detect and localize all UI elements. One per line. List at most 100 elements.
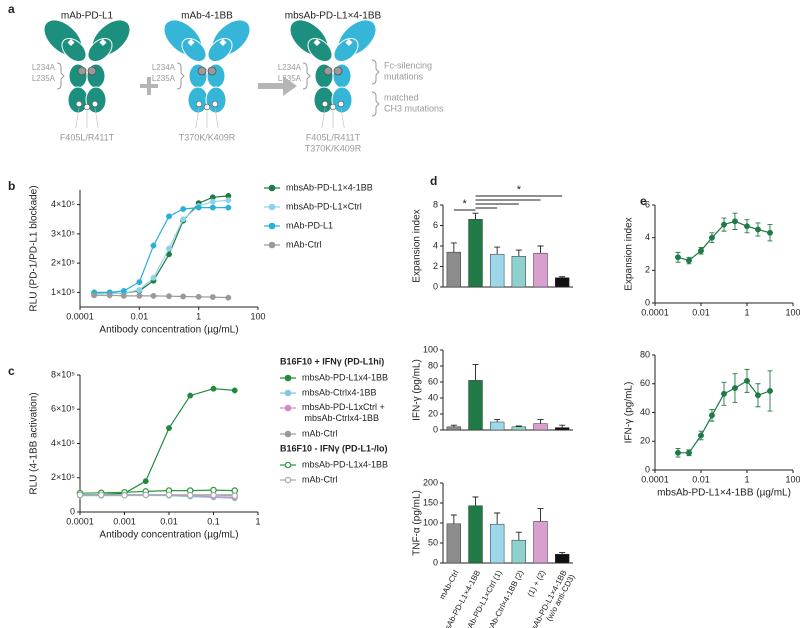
y-tick-label: 20 (428, 408, 438, 418)
y-tick-label: 1×10⁵ (51, 287, 75, 297)
ch3-site (195, 100, 203, 108)
y-tick-label: 100 (423, 344, 438, 354)
arrow (258, 76, 297, 96)
legend-group-title: B16F10 + IFNγ (PD-L1hi) (280, 356, 384, 366)
y-tick-label: 20 (640, 436, 650, 446)
legend-label: mAb-Ctrl (302, 474, 338, 484)
data-point (165, 491, 173, 499)
y-axis-label: Expansion index (624, 217, 635, 290)
data-point (120, 292, 127, 299)
data-point (231, 387, 238, 394)
data-point (686, 257, 692, 264)
y-tick-label: 6 (645, 199, 650, 209)
significance-star: * (463, 198, 468, 210)
ch3-pointer (195, 107, 200, 129)
ch3-site (91, 100, 99, 108)
legend-label: mbsAb-PD-L1xCtrl + mbsAb-Ctrlx4-1BB (302, 402, 385, 423)
data-point (91, 292, 98, 299)
legend-marker (284, 461, 292, 469)
y-axis-label: TNF-α (pg/mL) (412, 490, 423, 556)
data-point (180, 206, 187, 212)
panel-label: e (640, 194, 647, 208)
data-point (744, 223, 750, 230)
bar (533, 423, 548, 431)
fab-link (187, 38, 195, 47)
data-point (209, 204, 216, 211)
y-tick-label: 0 (645, 297, 650, 307)
mutation-site (197, 66, 207, 76)
data-point (209, 198, 216, 205)
fab-light (87, 37, 113, 63)
legend-marker (284, 430, 292, 438)
y-tick-label: 8 (433, 199, 438, 209)
y-tick-label: 100 (423, 517, 438, 527)
ch3-pointer (340, 107, 345, 129)
data-point (709, 412, 715, 419)
x-tick-label: 0.01 (160, 516, 178, 526)
y-tick-label: 80 (428, 360, 438, 370)
data-point (225, 294, 232, 301)
x-axis-label: Antibody concentration (µg/mL) (99, 530, 238, 541)
y-tick-label: 4×10⁵ (51, 438, 75, 448)
fab-light (333, 37, 359, 63)
data-point (166, 293, 172, 300)
data-point (675, 254, 681, 261)
y-axis-label: IFN-γ (pg/mL) (624, 382, 635, 444)
x-tick-label: mAb-Ctrl (438, 569, 461, 601)
bar (468, 505, 483, 564)
x-axis-label: mbsAb-PD-L1×4-1BB (µg/mL) (657, 488, 791, 499)
bar (489, 421, 505, 431)
legend-label: mbsAb-PD-L1×4-1BB (286, 182, 373, 192)
fab-light (207, 37, 233, 63)
data-point (755, 392, 761, 399)
antibody-name: mAb-PD-L1 (61, 11, 114, 22)
x-tick-label: (1) + (2) (526, 568, 548, 598)
data-point (732, 218, 738, 225)
antibody-name: mAb-4-1BB (181, 11, 233, 22)
x-tick-label: 0.01 (692, 307, 710, 317)
bar (554, 427, 570, 431)
y-tick-label: 0 (433, 424, 438, 434)
data-point (709, 234, 715, 241)
series-line (80, 494, 235, 497)
ch3-label: T370K/K409R (305, 143, 362, 153)
mutation-label: L234A (32, 63, 56, 72)
y-tick-label: 3×10⁵ (51, 228, 75, 238)
bar (554, 553, 570, 564)
mutation-label: L234A (152, 63, 176, 72)
y-tick-label: 6×10⁵ (51, 404, 75, 414)
x-tick-label: 0.001 (113, 516, 136, 526)
y-tick-label: 0 (645, 464, 650, 474)
data-point (225, 204, 232, 211)
data-point (225, 197, 232, 204)
legend-label: mAb-Ctrl (286, 239, 322, 249)
y-tick-label: 6 (433, 220, 438, 230)
x-tick-label: 0.0001 (641, 307, 669, 317)
y-tick-label: 40 (428, 392, 438, 402)
x-tick-label: 1 (196, 311, 201, 321)
y-tick-label: 0 (433, 281, 438, 291)
bar (446, 426, 462, 431)
legend-label: mbsAb-Ctrlx4-1BB (302, 387, 377, 397)
x-tick-label: 1 (744, 307, 749, 317)
ch3-site (211, 100, 219, 108)
bar (511, 426, 527, 431)
x-tick-label: 100 (785, 307, 800, 317)
y-tick-label: 60 (428, 376, 438, 386)
legend-marker (284, 476, 292, 484)
x-tick-label: 100 (250, 311, 265, 321)
y-tick-label: 2×10⁵ (51, 258, 75, 268)
mutation-brace (302, 62, 311, 90)
fab-light (181, 37, 207, 63)
data-point (698, 247, 704, 254)
bar (468, 380, 483, 431)
legend-group-title: B16F10 - IFNγ (PD-L1-/lo) (280, 443, 388, 453)
data-point (755, 226, 761, 233)
panel-label: d (430, 174, 437, 188)
y-tick-label: 150 (423, 497, 438, 507)
y-tick-label: 2 (433, 261, 438, 271)
data-point (166, 245, 172, 252)
series-line (79, 388, 235, 496)
note-brace (371, 91, 380, 117)
bar (511, 256, 527, 288)
